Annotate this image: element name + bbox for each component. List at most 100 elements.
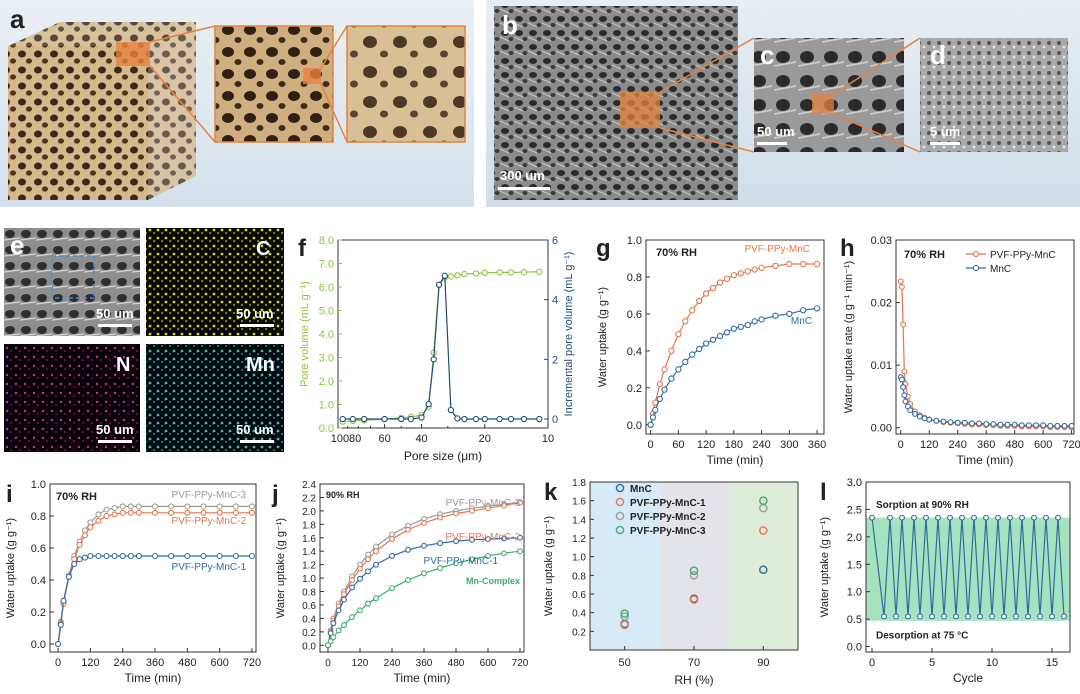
series-2-point [151, 552, 159, 560]
x-axis-label: Time (min) [707, 453, 764, 467]
y-tick-label: 0.8 [31, 511, 46, 523]
point-PVF-PPy-MnC-2 [689, 571, 699, 580]
series-0-point [389, 531, 395, 538]
cumulative-pore-volume-point [447, 273, 455, 280]
x-tick-label: 720 [512, 658, 529, 669]
series-2-point [200, 552, 207, 560]
pvf-ppy-mnc-point [696, 297, 703, 305]
y-axis-label: Incremental pore volume (mL g⁻¹) [563, 252, 575, 417]
x-tick-label: 60 [672, 439, 684, 451]
incremental-pore-volume-point [361, 415, 368, 423]
cycling-point [1001, 613, 1007, 620]
mnc-point [1047, 422, 1054, 429]
incremental-pore-volume-point [418, 414, 425, 421]
cycling-point [1025, 613, 1031, 620]
x-tick-label: 480 [448, 658, 465, 669]
legend-label: PVF-PPy-MnC-2 [630, 512, 706, 523]
eds-bar-1 [240, 324, 274, 327]
y-tick-label: 1.0 [627, 235, 642, 247]
series-2-point [469, 536, 475, 543]
mnc-point [737, 323, 744, 330]
series-0-line [57, 505, 252, 645]
series-2-point [405, 546, 411, 553]
eds-scale-0: 50 um [96, 306, 134, 321]
plot-frame [337, 239, 549, 429]
eds-scale-3: 50 um [236, 422, 274, 437]
series-2-point [55, 640, 62, 648]
series-3-point [437, 565, 443, 571]
series-2-point [119, 552, 126, 560]
chart-i: i 0 120 240 360 480 600 720 0.0 0.2 0.4 0.6 0.8 1.0 Ti… [5, 479, 261, 685]
chart-k: k 0.2 0.4 0.6 0.8 1.0 1.2 1.4 1.6 1.8 50 70 90 RH (%)… [543, 478, 799, 687]
x-tick-label: 10 [542, 433, 554, 445]
series-1-point [517, 499, 523, 506]
x-tick-label: 10080 [331, 433, 362, 445]
mnc-point [898, 376, 905, 383]
mnc-point [990, 421, 997, 427]
series-1-point [248, 509, 256, 516]
scale-bar-c [757, 142, 787, 145]
pvf-ppy-mnc-point [758, 264, 765, 271]
series-2-point [184, 552, 191, 560]
series-1-point [87, 524, 94, 531]
series-2-point [87, 552, 94, 560]
cycling-point [977, 613, 983, 620]
series-3-point [373, 595, 379, 602]
series-1-point [200, 509, 207, 516]
series-2-point [421, 542, 427, 549]
legend-label: MnC [990, 264, 1011, 275]
series-2-point [103, 552, 110, 560]
y-axis-label: Water uptake (g g⁻¹) [5, 518, 17, 618]
x-tick-label: 120 [920, 439, 938, 451]
y-tick-label: 1.6 [572, 497, 586, 508]
mnc-point [1033, 422, 1039, 429]
y-tick-label: 1.5 [847, 559, 862, 571]
series-1-point [151, 509, 159, 516]
pvf-ppy-mnc-point [901, 368, 908, 375]
scale-text-d: 5 um [930, 124, 961, 139]
y-tick-label: 1.8 [302, 520, 316, 531]
cycling-point [1043, 514, 1049, 521]
series-2-point [111, 552, 118, 560]
x-tick-label: 600 [210, 657, 228, 669]
incremental-pore-volume-point [407, 415, 414, 423]
series-1-point [111, 511, 118, 518]
y-axis-label: Water uptake rate (g g⁻¹ min⁻¹) [843, 261, 855, 413]
pvf-ppy-mnc-point [723, 275, 731, 282]
eds-label-n: N [116, 354, 131, 376]
mnc-point [976, 420, 983, 427]
y-tick-label: 0.0 [319, 423, 334, 435]
y-tick-label: 0.8 [572, 571, 586, 582]
series-2-point [216, 552, 223, 560]
series-1-point [501, 502, 507, 509]
incremental-pore-volume-point [447, 406, 455, 414]
legend-label: PVF-PPy-MnC [990, 250, 1056, 261]
y-tick-label: 1.6 [302, 534, 316, 545]
y-tick-label: 3.0 [319, 353, 334, 365]
y2-tick-label: 6 [552, 235, 558, 247]
y-tick-label: 3.0 [847, 477, 862, 489]
incremental-pore-volume-point [441, 272, 448, 279]
series-1-point [389, 536, 395, 543]
legend-marker [972, 264, 980, 272]
mnc-point [983, 421, 990, 427]
scale-bar-b [498, 187, 550, 190]
series-0-point [200, 503, 207, 510]
y-axis-label: Water uptake (g g⁻¹) [543, 516, 555, 616]
pvf-ppy-mnc-point [689, 307, 696, 314]
series-3-point [365, 600, 371, 607]
y-tick-label: 0.00 [871, 423, 892, 435]
series-3-point [335, 627, 342, 634]
x-axis-label: Time (min) [957, 453, 1014, 467]
x-tick-label: 0 [325, 658, 331, 669]
legend-label: PVF-PPy-MnC-3 [630, 526, 706, 537]
eds-scale-2: 50 um [96, 422, 134, 437]
x-tick-label: 40 [415, 433, 427, 445]
y-tick-label: 2.5 [847, 504, 862, 516]
mnc-point [661, 386, 668, 393]
y-axis-label: Water uptake (g g⁻¹) [275, 518, 287, 618]
pvf-ppy-mnc-point [751, 266, 758, 273]
y-tick-label: 2.0 [302, 507, 316, 518]
plot-frame [895, 239, 1075, 435]
